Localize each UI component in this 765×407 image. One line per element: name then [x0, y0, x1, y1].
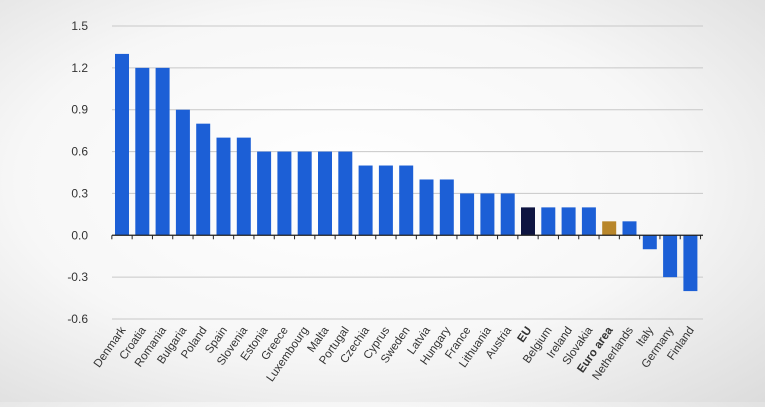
bar-malta — [318, 151, 332, 236]
bar-france — [460, 193, 475, 236]
bar-ireland — [561, 207, 576, 236]
y-axis-ticks: 1.5 1.2 0.9 0.6 0.3 0.0 -0.3 -0.6 — [67, 19, 88, 326]
y-tick-label: 1.5 — [71, 19, 88, 33]
bar-hungary — [439, 179, 454, 236]
y-tick-label: -0.6 — [67, 312, 88, 326]
bar-luxembourg — [297, 151, 312, 236]
bar-sweden — [399, 165, 414, 236]
bar-bulgaria — [175, 109, 190, 236]
y-tick-label: 0.0 — [71, 228, 88, 242]
bar-slovenia — [236, 137, 251, 236]
y-tick-label: 0.3 — [71, 186, 88, 200]
bar-slovakia — [581, 207, 596, 236]
bar-belgium — [541, 207, 556, 236]
x-axis — [111, 234, 703, 240]
x-axis-labels: DenmarkCroatiaRomaniaBulgariaPolandSpain… — [92, 324, 697, 384]
bar-euro-area — [602, 221, 617, 236]
bar-romania — [155, 67, 170, 236]
bar-lithuania — [480, 193, 495, 236]
y-tick-label: 1.2 — [71, 61, 88, 75]
y-tick-label: 0.9 — [71, 103, 88, 117]
bar-austria — [500, 193, 515, 236]
bar-latvia — [419, 179, 434, 236]
y-tick-label: -0.3 — [67, 270, 88, 284]
bar-spain — [216, 137, 231, 236]
bar-croatia — [135, 67, 150, 236]
bars — [115, 53, 698, 292]
y-tick-label: 0.6 — [71, 145, 88, 159]
bar-poland — [196, 123, 211, 236]
x-label-eu: EU — [515, 325, 534, 345]
bar-finland — [683, 235, 698, 292]
bar-estonia — [257, 151, 272, 236]
bar-germany — [663, 235, 678, 278]
bar-czechia — [358, 165, 373, 236]
bar-cyprus — [378, 165, 393, 236]
bar-denmark — [115, 53, 129, 236]
bar-eu — [521, 207, 535, 236]
bar-greece — [277, 151, 292, 236]
bar-italy — [642, 235, 657, 250]
bar-portugal — [338, 151, 353, 236]
bar-netherlands — [622, 221, 637, 236]
